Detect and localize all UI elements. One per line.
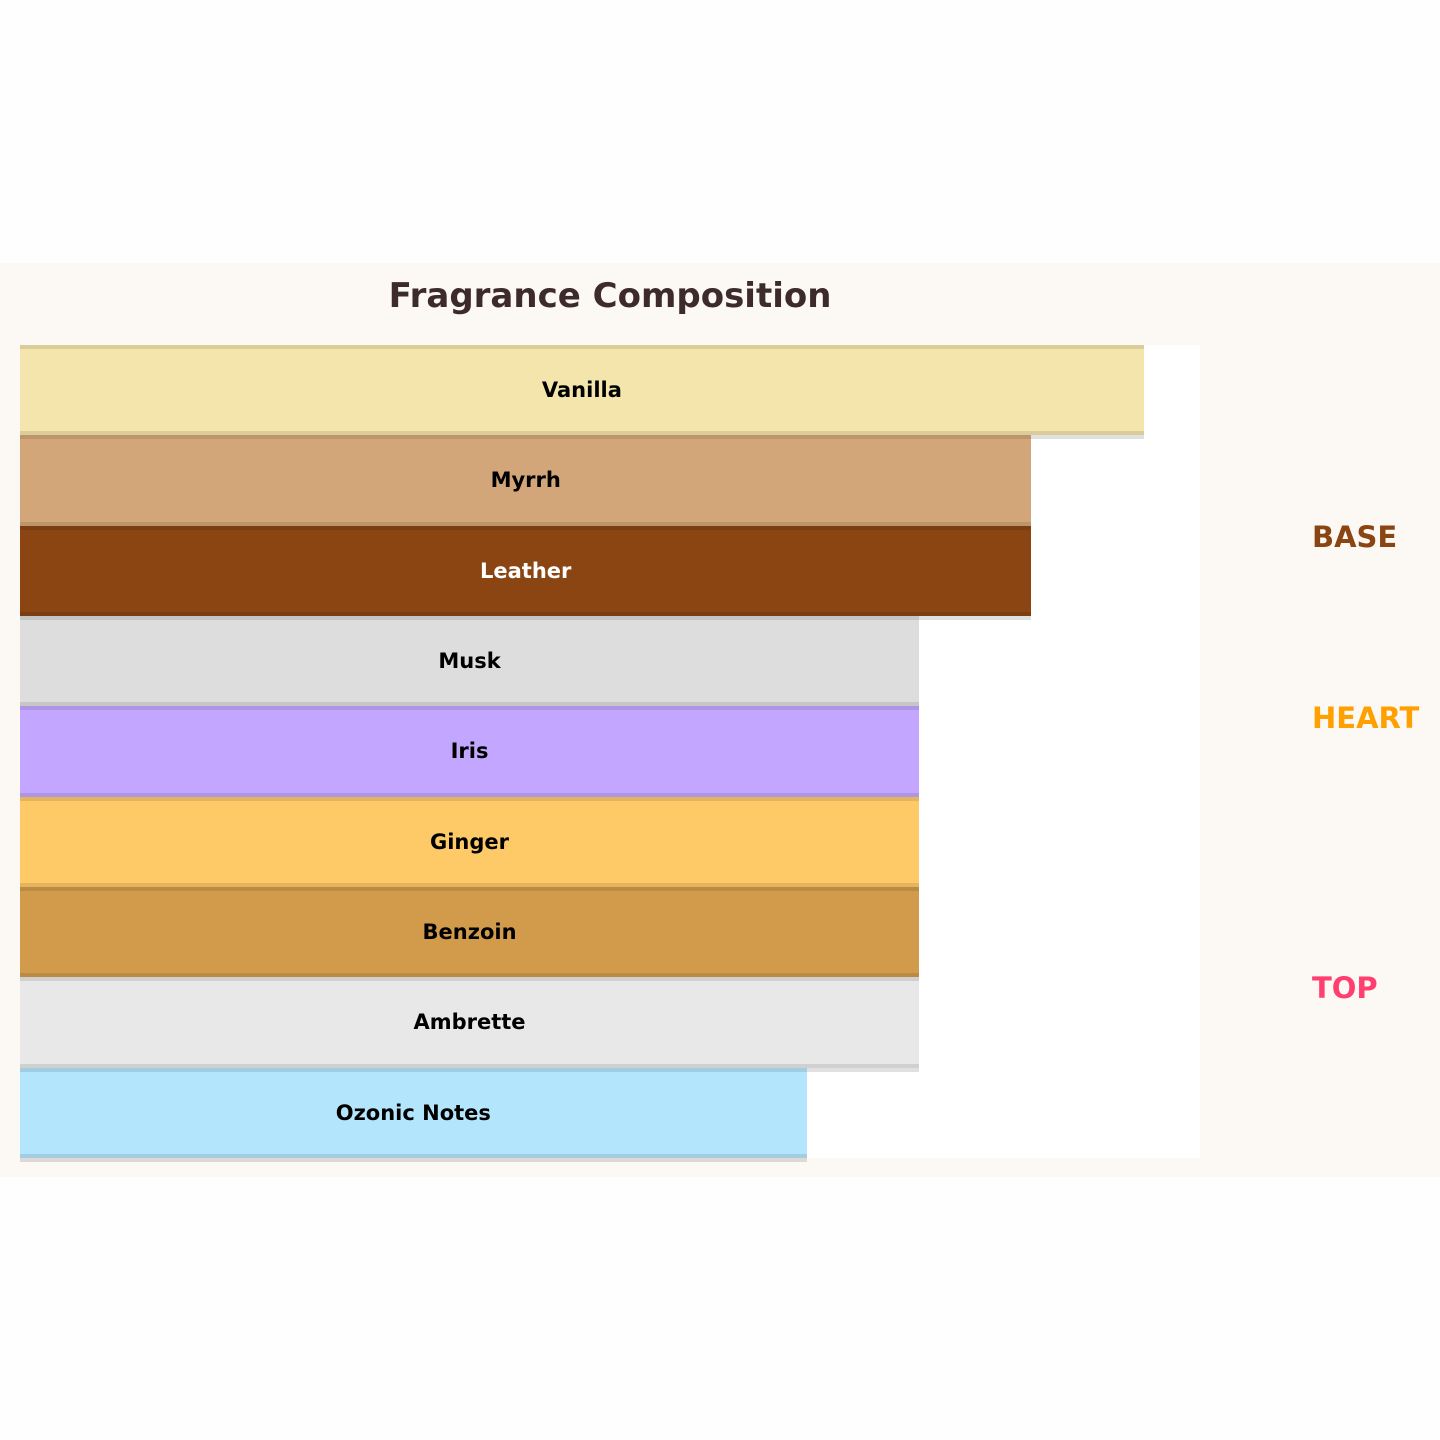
bar-label: Ambrette [413, 1010, 526, 1035]
bar-label: Ozonic Notes [335, 1100, 491, 1125]
bar-label: Myrrh [490, 468, 561, 493]
bar-benzoin: Benzoin [20, 887, 920, 978]
bar-musk: Musk [20, 616, 920, 707]
bar-ginger: Ginger [20, 796, 920, 887]
layer-label-top: TOP [1312, 971, 1378, 1005]
bar-ambrette: Ambrette [20, 977, 920, 1068]
bar-leather: Leather [20, 525, 1032, 616]
bar-label: Iris [450, 739, 489, 764]
bar-ozonic-notes: Ozonic Notes [20, 1067, 807, 1158]
plot-area: Vanilla Myrrh Leather Musk Iris Ginger Benzoin… [20, 345, 1200, 1162]
layer-label-heart: HEART [1312, 701, 1420, 735]
bar-label: Vanilla [541, 378, 622, 403]
bar-label: Musk [438, 649, 501, 674]
layer-label-base: BASE [1312, 520, 1398, 554]
bar-myrrh: Myrrh [20, 435, 1032, 526]
bar-label: Benzoin [422, 920, 517, 945]
bar-label: Leather [480, 558, 572, 583]
bar-label: Ginger [430, 829, 510, 854]
chart-title: Fragrance Composition [388, 276, 832, 316]
bar-vanilla: Vanilla [20, 345, 1144, 436]
bar-shadow [20, 1158, 807, 1162]
bar-iris: Iris [20, 706, 920, 797]
